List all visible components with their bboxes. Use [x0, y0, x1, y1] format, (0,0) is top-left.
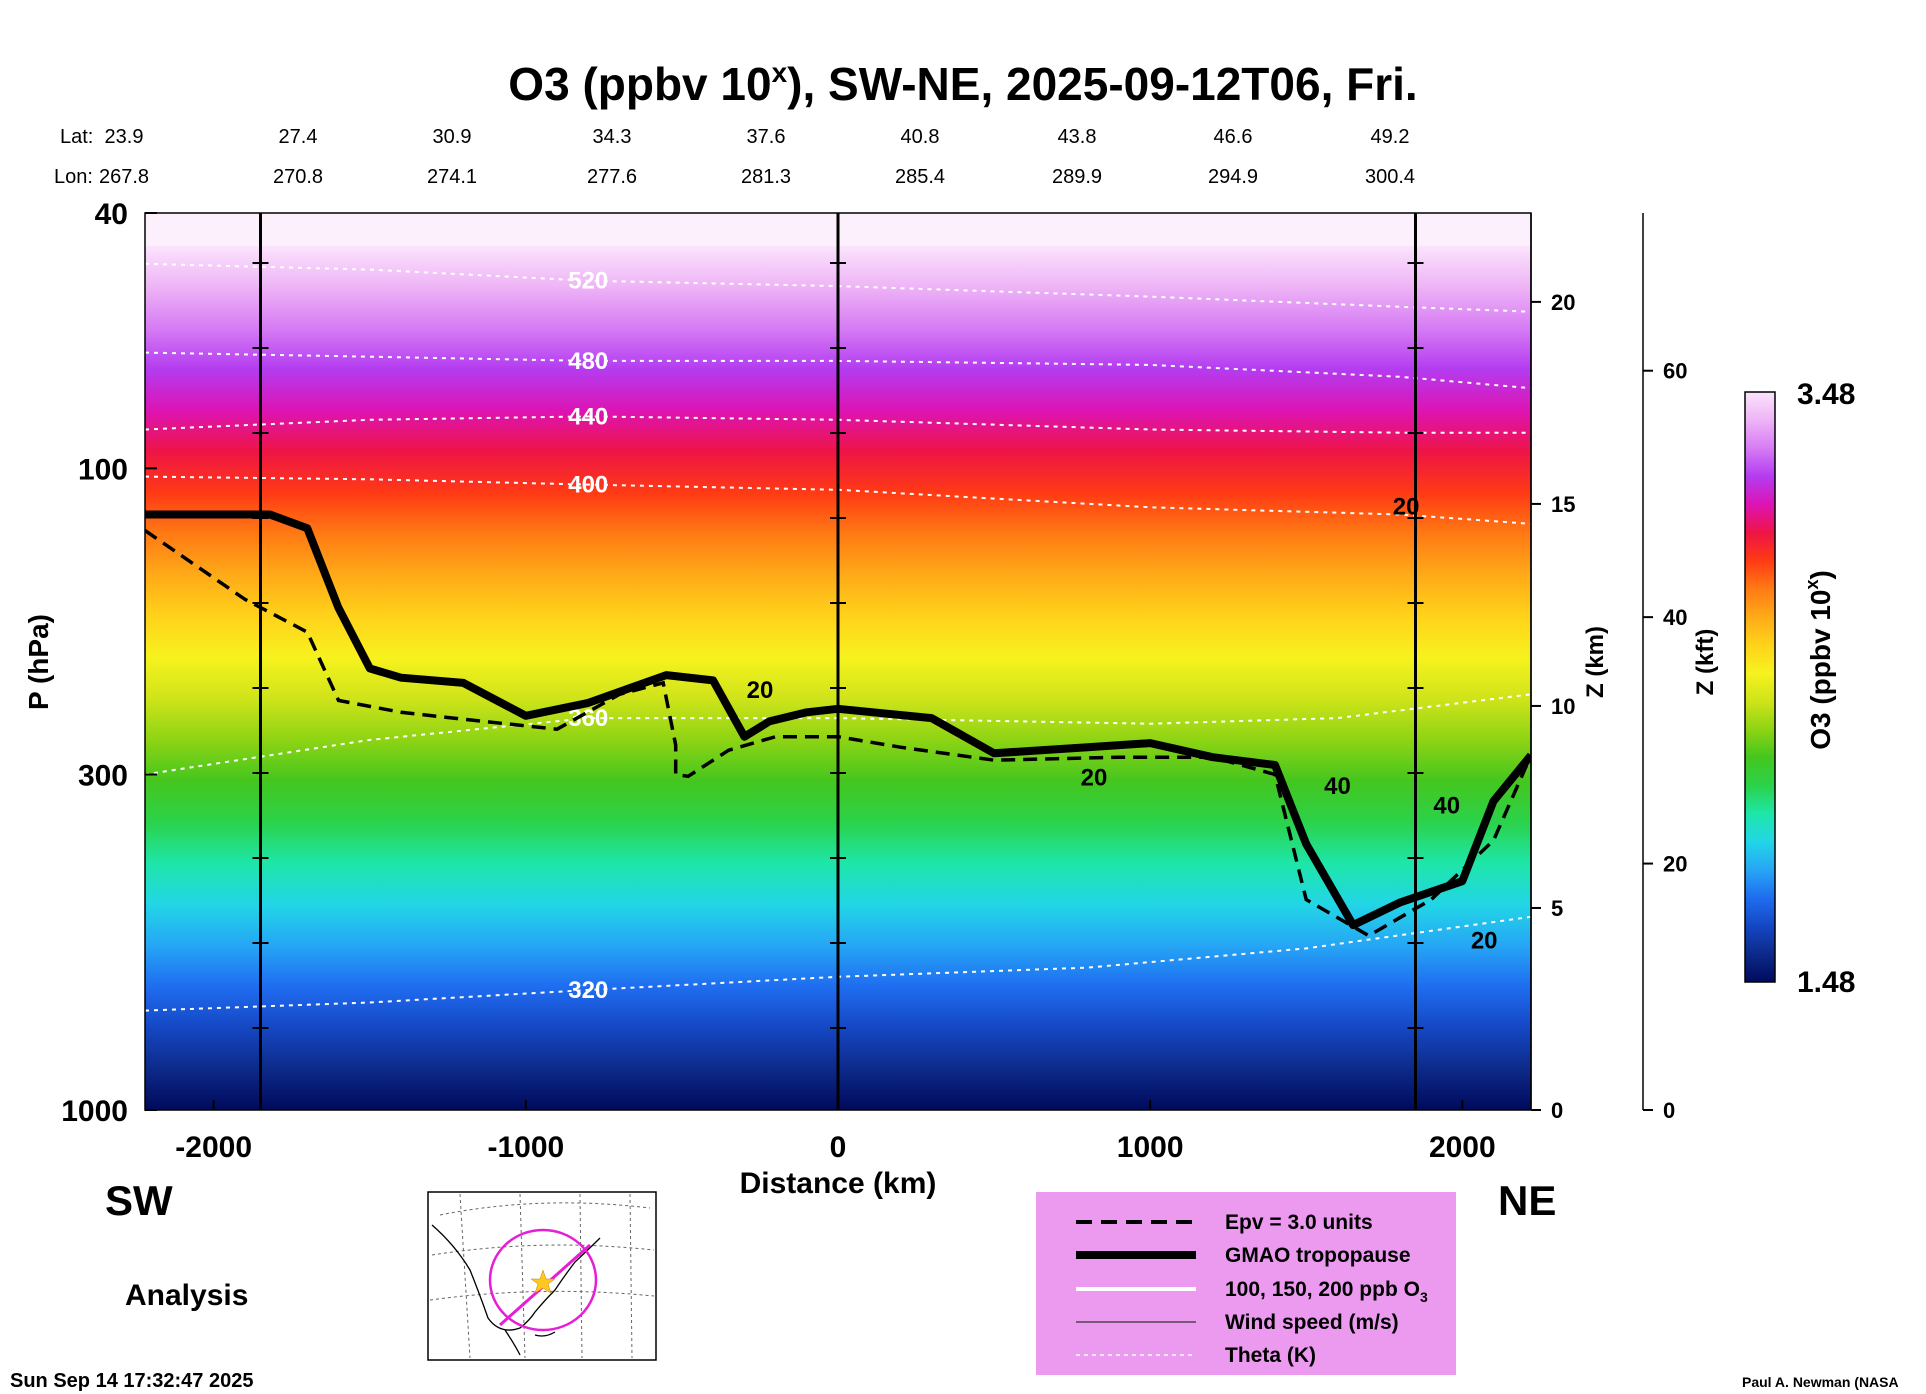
wind-contour-label: 20 — [1471, 927, 1498, 954]
timestamp: Sun Sep 14 17:32:47 2025 — [10, 1370, 253, 1392]
y-tick-label: 40 — [95, 198, 128, 231]
lat-value: 27.4 — [279, 126, 318, 148]
lat-value: 49.2 — [1371, 126, 1410, 148]
lat-value: 43.8 — [1058, 126, 1097, 148]
analysis-label: Analysis — [125, 1279, 248, 1312]
x-tick-label: 2000 — [1429, 1131, 1496, 1164]
lat-value: 40.8 — [901, 126, 940, 148]
ne-label: NE — [1498, 1177, 1556, 1224]
z-km-tick-label: 15 — [1551, 492, 1575, 517]
x-tick-label: -1000 — [487, 1131, 564, 1164]
y-axis-label: P (hPa) — [23, 614, 54, 710]
y-tick-label: 300 — [78, 759, 128, 792]
legend-entry: GMAO tropopause — [1225, 1244, 1411, 1267]
colorbar-min-label: 1.48 — [1797, 966, 1855, 999]
z-kft-tick-label: 20 — [1663, 852, 1687, 877]
lat-value: 23.9 — [105, 126, 144, 148]
colorbar — [1745, 392, 1775, 982]
lat-row-label: Lat: — [60, 126, 93, 148]
y-tick-label: 1000 — [61, 1095, 128, 1128]
credit: Paul A. Newman (NASA — [1742, 1374, 1899, 1390]
z-km-tick-label: 20 — [1551, 290, 1575, 315]
z-kft-tick-label: 40 — [1663, 605, 1687, 630]
lon-value: 267.8 — [99, 166, 149, 188]
x-axis-label: Distance (km) — [740, 1167, 937, 1200]
wind-contour-label: 40 — [1324, 773, 1351, 800]
lon-value: 270.8 — [273, 166, 323, 188]
z-km-axis-label: Z (km) — [1582, 626, 1609, 698]
z-kft-axis-label: Z (kft) — [1692, 629, 1719, 696]
x-tick-label: 0 — [830, 1131, 847, 1164]
legend-entry: Theta (K) — [1225, 1344, 1316, 1367]
lat-value: 30.9 — [433, 126, 472, 148]
z-km-tick-label: 5 — [1551, 896, 1563, 921]
y-axis: 40 100 300 1000 — [61, 198, 157, 1128]
theta-label: 320 — [568, 977, 608, 1004]
legend-entry: 100, 150, 200 ppb O3 — [1225, 1278, 1428, 1305]
wind-contour-label: 20 — [747, 677, 774, 704]
z-kft-tick-label: 0 — [1663, 1098, 1675, 1123]
z-km-tick-label: 0 — [1551, 1098, 1563, 1123]
lon-row-label: Lon: — [54, 166, 93, 188]
y-tick-label: 100 — [78, 453, 128, 486]
z-km-axis: 0 5 10 15 20 — [1531, 213, 1575, 1123]
theta-label: 520 — [568, 268, 608, 295]
theta-label: 440 — [568, 403, 608, 430]
theta-label: 400 — [568, 472, 608, 499]
lat-value: 46.6 — [1214, 126, 1253, 148]
wind-contour-label: 40 — [1433, 792, 1460, 819]
colorbar-max-label: 3.48 — [1797, 378, 1855, 411]
z-km-tick-label: 10 — [1551, 694, 1575, 719]
x-tick-label: 1000 — [1117, 1131, 1184, 1164]
lat-lon-values: 23.9 27.4 30.9 34.3 37.6 40.8 43.8 46.6 49.2 267.… — [99, 126, 1415, 188]
z-kft-axis: 0 20 40 60 — [1643, 213, 1687, 1123]
lon-value: 281.3 — [741, 166, 791, 188]
lon-value: 285.4 — [895, 166, 945, 188]
lon-value: 289.9 — [1052, 166, 1102, 188]
inset-map — [428, 1192, 656, 1360]
legend: Epv = 3.0 units GMAO tropopause 100, 150… — [1036, 1192, 1456, 1375]
legend-entry: Wind speed (m/s) — [1225, 1311, 1399, 1334]
lon-value: 277.6 — [587, 166, 637, 188]
legend-entry: Epv = 3.0 units — [1225, 1211, 1373, 1234]
lon-value: 294.9 — [1208, 166, 1258, 188]
wind-contour-label: 20 — [1081, 764, 1108, 791]
x-tick-label: -2000 — [175, 1131, 252, 1164]
lon-value: 274.1 — [427, 166, 477, 188]
theta-label: 480 — [568, 348, 608, 375]
z-kft-tick-label: 60 — [1663, 359, 1687, 384]
chart-title: O3 (ppbv 10x), SW-NE, 2025-09-12T06, Fri… — [508, 57, 1417, 110]
colorbar-label: O3 (ppbv 10x) — [1802, 570, 1836, 750]
lon-value: 300.4 — [1365, 166, 1415, 188]
sw-label: SW — [105, 1177, 173, 1224]
lat-value: 34.3 — [593, 126, 632, 148]
lat-value: 37.6 — [747, 126, 786, 148]
